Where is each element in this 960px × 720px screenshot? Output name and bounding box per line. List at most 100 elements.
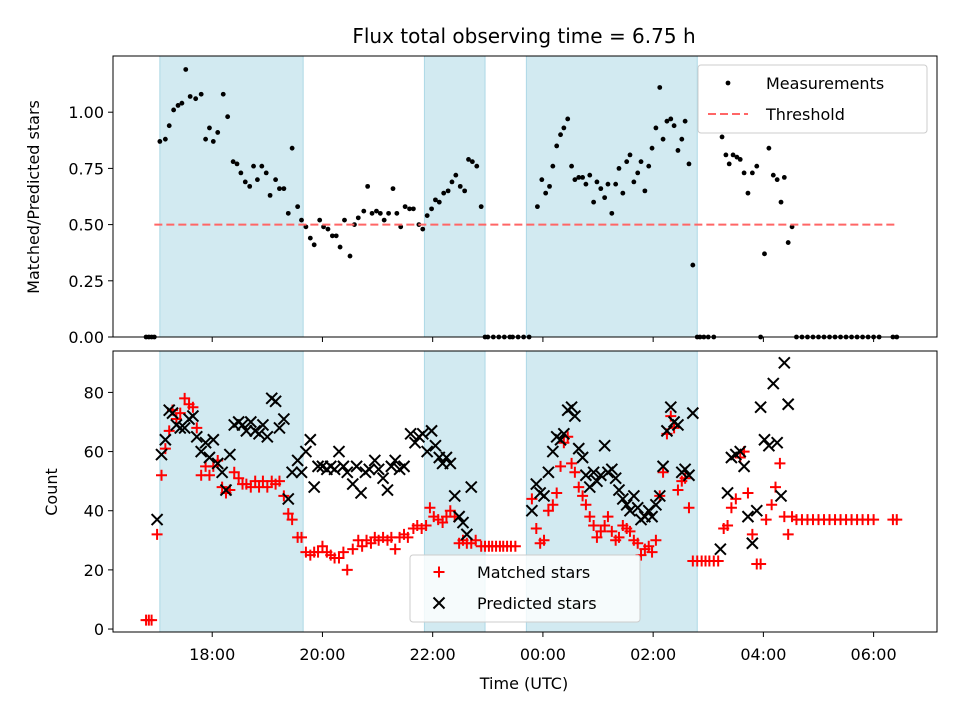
- data-point: [285, 210, 291, 216]
- data-point: [749, 170, 755, 176]
- data-point: [267, 192, 273, 198]
- data-point: [649, 145, 655, 151]
- data-point: [255, 177, 260, 183]
- data-point: [537, 489, 551, 503]
- data-point: [587, 172, 593, 178]
- data-point: [770, 436, 784, 449]
- data-point: [282, 492, 295, 506]
- data-point: [337, 460, 350, 473]
- data-point: [389, 543, 401, 555]
- data-point: [594, 179, 600, 185]
- legend-marker-matched: [433, 566, 445, 578]
- data-point: [273, 421, 286, 435]
- data-point: [252, 427, 266, 441]
- data-point: [354, 486, 368, 500]
- data-point: [394, 210, 400, 216]
- data-point: [234, 161, 240, 167]
- data-point: [263, 170, 269, 176]
- bottom-y-axis-label: Count: [42, 468, 61, 516]
- data-point: [546, 445, 560, 458]
- data-point: [429, 439, 442, 452]
- data-point: [530, 477, 543, 491]
- observing-window-3: [525, 55, 698, 338]
- data-point: [573, 481, 585, 493]
- data-point: [721, 486, 734, 500]
- data-point: [609, 210, 615, 216]
- data-point: [244, 415, 258, 429]
- data-point: [664, 118, 670, 124]
- data-point: [778, 356, 791, 370]
- data-point: [157, 139, 163, 144]
- data-point: [333, 233, 339, 239]
- data-point: [750, 504, 763, 517]
- data-point: [285, 466, 299, 479]
- x-tick-label: 22:00: [410, 645, 456, 664]
- data-point: [183, 67, 189, 72]
- legend-label-threshold: Threshold: [765, 105, 845, 124]
- data-point: [558, 132, 563, 138]
- panel-ratio: 0.00 0.25 0.50 0.75 1.00 Measurements Threshol…: [68, 55, 938, 347]
- data-point: [223, 448, 237, 461]
- data-point: [342, 217, 347, 223]
- data-point: [723, 152, 729, 158]
- data-point: [261, 430, 274, 443]
- data-point: [675, 148, 681, 153]
- x-axis-label: Time (UTC): [479, 674, 568, 693]
- data-point: [203, 451, 216, 464]
- data-point: [175, 103, 181, 108]
- data-point: [605, 181, 611, 187]
- observing-window-2: [423, 55, 486, 338]
- data-point: [193, 96, 199, 102]
- data-point: [445, 188, 451, 194]
- data-point: [785, 240, 791, 245]
- data-point: [509, 540, 521, 552]
- data-point: [631, 179, 637, 185]
- data-point: [352, 222, 357, 228]
- data-point: [402, 204, 408, 210]
- data-point: [627, 489, 641, 503]
- data-point: [225, 114, 231, 120]
- data-point: [572, 442, 585, 455]
- data-point: [470, 534, 482, 546]
- data-point: [547, 183, 552, 189]
- data-point: [171, 107, 177, 113]
- data-point: [174, 407, 186, 419]
- legend-marker-measurements: [725, 80, 731, 86]
- data-point: [420, 226, 426, 232]
- series-measurements: [143, 67, 900, 340]
- data-point: [304, 433, 317, 446]
- data-point: [355, 215, 361, 221]
- data-point: [569, 163, 574, 169]
- data-point: [606, 525, 618, 537]
- data-point: [746, 537, 759, 550]
- y-tick-label: 0.75: [68, 159, 104, 178]
- data-point: [374, 208, 379, 214]
- data-point: [398, 224, 404, 230]
- data-point: [303, 224, 309, 230]
- data-point: [453, 172, 459, 178]
- data-point: [198, 91, 204, 97]
- data-point: [329, 233, 335, 239]
- data-point: [286, 514, 298, 526]
- data-point: [690, 262, 696, 268]
- data-point: [462, 188, 468, 194]
- data-point: [341, 564, 353, 576]
- data-point: [653, 489, 666, 503]
- data-point: [645, 510, 659, 523]
- data-point: [781, 398, 795, 411]
- legend-label-predicted: Predicted stars: [477, 594, 597, 613]
- data-point: [337, 546, 349, 558]
- data-point: [682, 118, 688, 124]
- data-point: [632, 537, 644, 549]
- data-point: [220, 91, 226, 97]
- data-point: [240, 424, 253, 438]
- data-point: [146, 614, 158, 626]
- y-tick-label: 60: [84, 443, 104, 462]
- data-point: [321, 224, 326, 230]
- data-point: [281, 186, 287, 192]
- data-point: [307, 235, 313, 241]
- data-point: [598, 186, 604, 192]
- data-point: [591, 199, 597, 205]
- data-point: [656, 460, 670, 473]
